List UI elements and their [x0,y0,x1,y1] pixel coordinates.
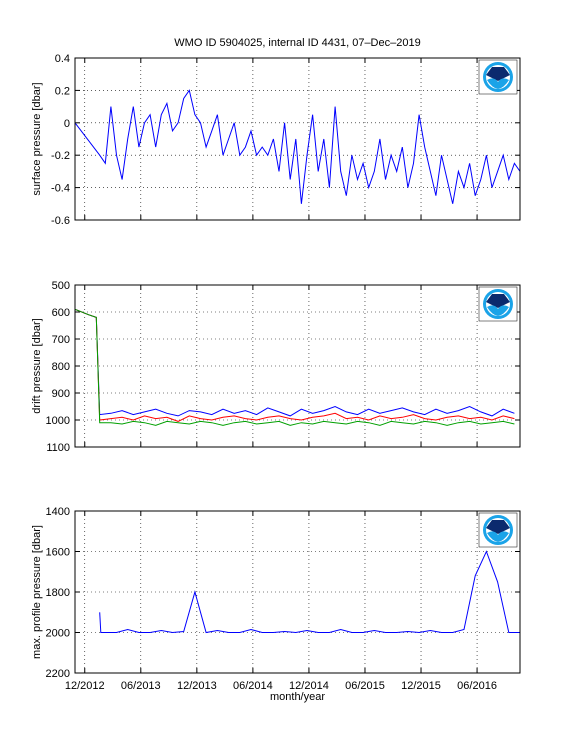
data-line [74,89,521,204]
x-tick-label: 06/2016 [457,680,497,692]
plot-area [75,511,520,673]
data-line [99,550,520,634]
x-tick-label: 06/2013 [121,680,161,692]
y-tick-label: -0.2 [51,150,70,162]
x-tick-label: 06/2015 [345,680,385,692]
y-tick-label: 500 [52,280,70,292]
x-tick-label: 12/2014 [289,680,329,692]
y-tick-label: 0.2 [55,85,70,97]
y-tick-label: 700 [52,334,70,346]
y-tick-label: 800 [52,361,70,373]
plot-frame [74,510,521,674]
y-axis-label: drift pressure [dbar] [31,318,43,413]
plot-area [75,58,520,220]
x-tick-label: 12/2012 [65,680,105,692]
y-tick-label: 1600 [46,547,70,559]
data-line [74,308,515,422]
y-tick-label: 900 [52,388,70,400]
logo-bird [486,294,510,308]
noaa-logo [478,59,518,95]
y-axis-label: max. profile pressure [dbar] [31,525,43,659]
plot-frame [74,57,521,221]
plot-frame [74,284,521,448]
y-tick-label: 1800 [46,587,70,599]
logo-wave [487,305,509,316]
data-line [74,308,515,417]
y-axis-label: surface pressure [dbar] [31,82,43,195]
y-tick-label: -0.6 [51,215,70,227]
noaa-logo [478,512,518,548]
logo-wave [487,531,509,542]
x-tick-label: 06/2014 [233,680,273,692]
chart-title: WMO ID 5904025, internal ID 4431, 07–Dec… [174,37,420,49]
x-tick-label: 12/2015 [401,680,441,692]
logo-bird [486,520,510,534]
y-tick-label: 600 [52,307,70,319]
x-axis-label: month/year [270,691,325,703]
logo-wave [487,78,509,89]
y-tick-label: -0.4 [51,183,70,195]
y-tick-label: 1100 [46,442,70,454]
y-tick-label: 0.4 [55,53,70,65]
y-tick-label: 1400 [46,506,70,518]
y-tick-label: 1000 [46,415,70,427]
y-tick-label: 2200 [46,668,70,680]
y-tick-label: 0 [64,118,70,130]
logo-bird [486,67,510,81]
noaa-logo [478,286,518,322]
x-tick-label: 12/2013 [177,680,217,692]
data-line [74,308,515,426]
y-tick-label: 2000 [46,628,70,640]
